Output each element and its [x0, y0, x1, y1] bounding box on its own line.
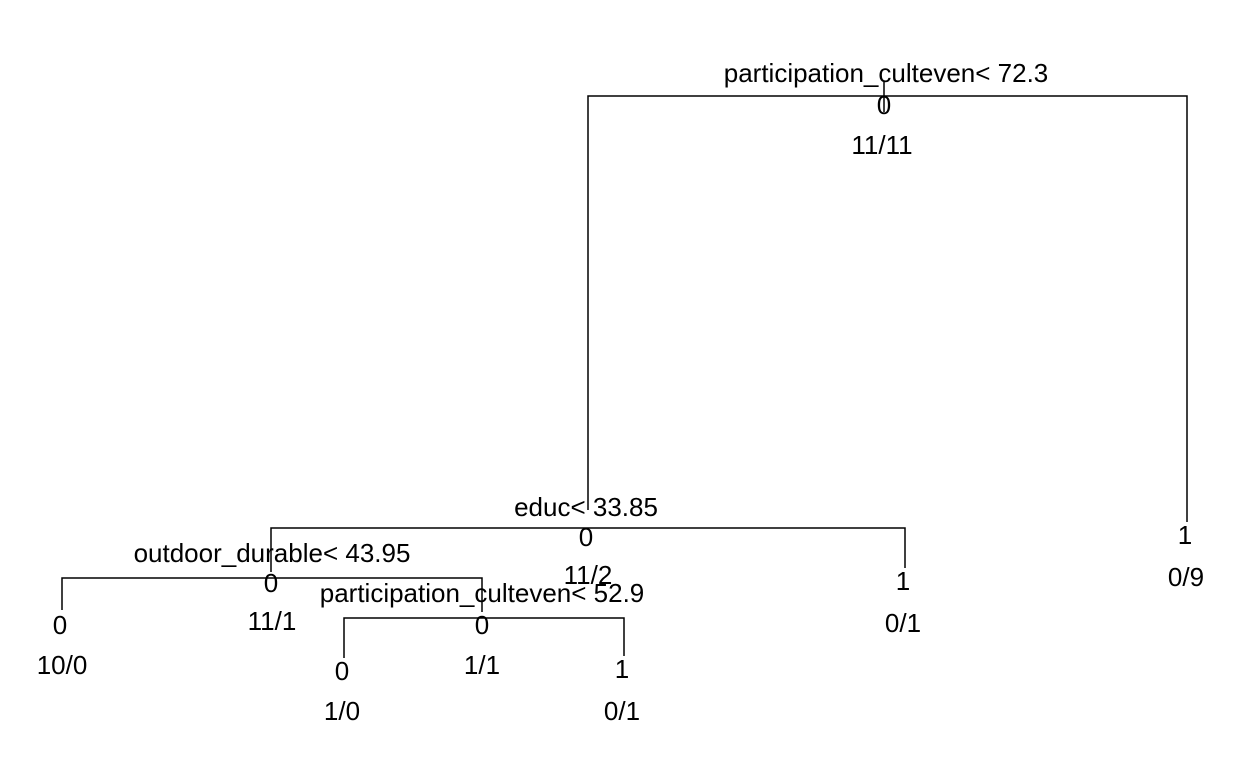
leaf-e-class: 1	[1177, 520, 1193, 550]
educ-counts-label: 11/2	[563, 560, 613, 590]
edge-part2	[343, 617, 625, 658]
part2-class-label: 0	[474, 610, 490, 640]
leaf-b-counts: 1/0	[323, 696, 361, 726]
edge-root	[587, 95, 1188, 522]
leaf-e-counts: 0/9	[1167, 562, 1205, 592]
root-counts-label: 11/11	[851, 130, 913, 160]
root-split-label: participation_culteven< 72.3	[723, 58, 1049, 88]
part2-split-label: participation_culteven< 52.9	[319, 578, 645, 608]
part2-counts-label: 1/1	[463, 650, 501, 680]
leaf-a-class: 0	[52, 610, 68, 640]
edge-educ	[270, 527, 906, 572]
root-class-label: 0	[876, 90, 892, 120]
leaf-d-class: 1	[895, 566, 911, 596]
leaf-a-counts: 10/0	[36, 650, 88, 680]
outdoor-class-label: 0	[263, 568, 279, 598]
outdoor-split-label: outdoor_durable< 43.95	[133, 538, 411, 568]
leaf-b-class: 0	[334, 656, 350, 686]
leaf-c-class: 1	[614, 654, 630, 684]
educ-split-label: educ< 33.85	[514, 492, 658, 522]
outdoor-counts-label: 11/1	[247, 606, 297, 636]
leaf-c-counts: 0/1	[603, 696, 641, 726]
educ-class-label: 0	[578, 522, 594, 552]
leaf-d-counts: 0/1	[884, 608, 922, 638]
edge-outdoor	[61, 577, 483, 612]
